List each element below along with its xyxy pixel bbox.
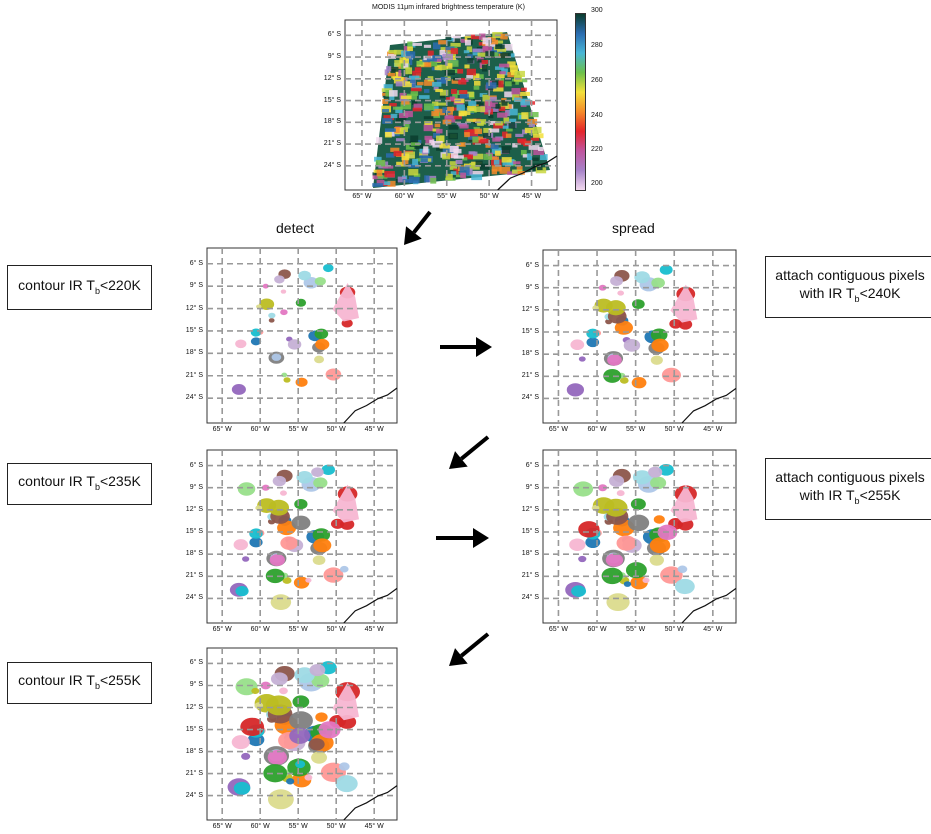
detect-panel-220k-lat-label: 9° S bbox=[177, 282, 203, 289]
detect-panel-235k-lon-label: 65° W bbox=[207, 626, 237, 633]
top-map-lat-label: 21° S bbox=[315, 140, 341, 147]
arrow-spread2-to-detect3 bbox=[449, 634, 488, 666]
detect-panel-235k-lon-label: 45° W bbox=[359, 626, 389, 633]
spread-panel-255k-lat-label: 18° S bbox=[513, 550, 539, 557]
top-map-lon-label: 50° W bbox=[474, 193, 504, 200]
detect-panel-220k-lon-label: 60° W bbox=[245, 426, 275, 433]
spread-panel-255k-lon-label: 65° W bbox=[543, 626, 573, 633]
detect-panel-235k-lon-label: 50° W bbox=[321, 626, 351, 633]
spread-panel-255k-lat-label: 6° S bbox=[513, 462, 539, 469]
detect-panel-235k-lat-label: 9° S bbox=[177, 484, 203, 491]
detect-panel-255k-lat-label: 24° S bbox=[177, 792, 203, 799]
spread-panel-240k-lon-label: 65° W bbox=[543, 426, 573, 433]
spread-panel-255k-lat-label: 9° S bbox=[513, 484, 539, 491]
spread-panel-255k-lat-label: 12° S bbox=[513, 506, 539, 513]
spread-panel-240k-lat-label: 21° S bbox=[513, 372, 539, 379]
detect-panel-220k-lat-label: 24° S bbox=[177, 394, 203, 401]
detect-panel-220k-lat-label: 15° S bbox=[177, 327, 203, 334]
detect-panel-255k-lat-label: 12° S bbox=[177, 704, 203, 711]
detect-panel-255k-objects bbox=[228, 661, 360, 809]
detect-panel-235k-lat-label: 12° S bbox=[177, 506, 203, 513]
spread-panel-240k-lat-label: 6° S bbox=[513, 262, 539, 269]
detect-panel-255k-lat-label: 21° S bbox=[177, 770, 203, 777]
arrow-top-to-detect bbox=[404, 212, 430, 245]
spread-panel-240k-lon-label: 55° W bbox=[621, 426, 651, 433]
top-map-lon-label: 55° W bbox=[432, 193, 462, 200]
spread-panel-255k-lon-label: 50° W bbox=[659, 626, 689, 633]
top-map-lat-label: 6° S bbox=[315, 31, 341, 38]
detect-panel-220k-lat-label: 12° S bbox=[177, 305, 203, 312]
detect-panel-235k-lat-label: 15° S bbox=[177, 528, 203, 535]
detect-panel-255k-lat-label: 6° S bbox=[177, 659, 203, 666]
top-map-lat-label: 18° S bbox=[315, 118, 341, 125]
detect-panel-235k-lat-label: 21° S bbox=[177, 572, 203, 579]
spread-panel-255k-objects bbox=[565, 464, 697, 611]
arrow-detect2-to-spread2 bbox=[436, 528, 489, 548]
detect-panel-255k-lon-label: 50° W bbox=[321, 823, 351, 830]
detect-panel-255k-lon-label: 55° W bbox=[283, 823, 313, 830]
detect-panel-220k-lon-label: 50° W bbox=[321, 426, 351, 433]
detect-panel-255k-lon-label: 45° W bbox=[359, 823, 389, 830]
detect-panel-235k-lat-label: 24° S bbox=[177, 594, 203, 601]
detect-panel-220k-lon-label: 65° W bbox=[207, 426, 237, 433]
detect-panel-220k-lat-label: 6° S bbox=[177, 260, 203, 267]
detect-panel-255k-lat-label: 9° S bbox=[177, 681, 203, 688]
spread-panel-240k-lon-label: 60° W bbox=[582, 426, 612, 433]
top-map-lat-label: 15° S bbox=[315, 97, 341, 104]
spread-panel-255k-lat-label: 15° S bbox=[513, 528, 539, 535]
detect-panel-255k-lat-label: 18° S bbox=[177, 748, 203, 755]
spread-panel-240k-lat-label: 9° S bbox=[513, 284, 539, 291]
top-map-lon-label: 60° W bbox=[389, 193, 419, 200]
detect-panel-255k-lat-label: 15° S bbox=[177, 726, 203, 733]
detect-panel-235k-objects bbox=[230, 465, 359, 610]
spread-panel-240k-lon-label: 50° W bbox=[659, 426, 689, 433]
detect-panel-255k-lon-label: 65° W bbox=[207, 823, 237, 830]
detect-panel-220k-lat-label: 21° S bbox=[177, 372, 203, 379]
spread-panel-240k-lat-label: 24° S bbox=[513, 394, 539, 401]
spread-panel-240k-lat-label: 12° S bbox=[513, 306, 539, 313]
spread-panel-255k-lat-label: 24° S bbox=[513, 594, 539, 601]
detect-panel-235k-lat-label: 18° S bbox=[177, 550, 203, 557]
top-map-lat-label: 24° S bbox=[315, 162, 341, 169]
spread-panel-255k-lat-label: 21° S bbox=[513, 572, 539, 579]
detect-panel-220k-lon-label: 55° W bbox=[283, 426, 313, 433]
arrow-spread1-to-detect2 bbox=[449, 437, 488, 469]
detect-panel-220k-lat-label: 18° S bbox=[177, 349, 203, 356]
top-map-lat-label: 9° S bbox=[315, 53, 341, 60]
spread-panel-240k-lon-label: 45° W bbox=[698, 426, 728, 433]
spread-panel-255k-lon-label: 45° W bbox=[698, 626, 728, 633]
spread-panel-240k-lat-label: 15° S bbox=[513, 328, 539, 335]
detect-panel-235k-lat-label: 6° S bbox=[177, 462, 203, 469]
spread-panel-255k-lon-label: 60° W bbox=[582, 626, 612, 633]
top-map-lon-label: 65° W bbox=[347, 193, 377, 200]
detect-panel-255k-lon-label: 60° W bbox=[245, 823, 275, 830]
top-map-lat-label: 12° S bbox=[315, 75, 341, 82]
spread-panel-255k-lon-label: 55° W bbox=[621, 626, 651, 633]
arrow-detect1-to-spread1 bbox=[440, 337, 492, 357]
spread-panel-240k-lat-label: 18° S bbox=[513, 350, 539, 357]
top-map-lon-label: 45° W bbox=[517, 193, 547, 200]
detect-panel-235k-lon-label: 60° W bbox=[245, 626, 275, 633]
detect-panel-235k-lon-label: 55° W bbox=[283, 626, 313, 633]
detect-panel-220k-lon-label: 45° W bbox=[359, 426, 389, 433]
